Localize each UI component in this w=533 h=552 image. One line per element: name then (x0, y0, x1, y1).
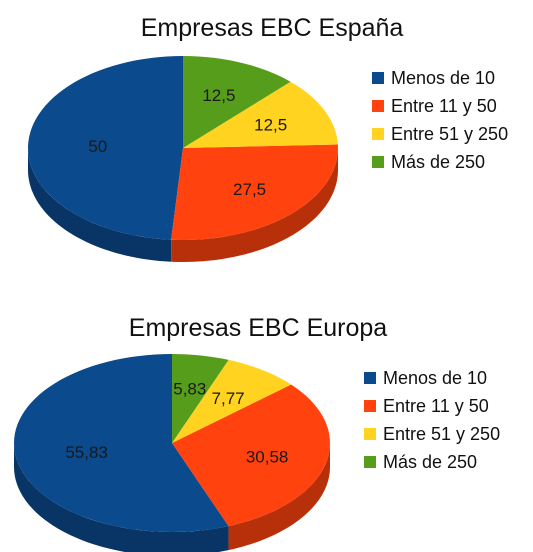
chart-title: Empresas EBC Europa (129, 314, 388, 342)
pie-side-entre-11-y-50 (171, 148, 338, 262)
pie-side-walls (28, 148, 338, 262)
data-label-mas-de-250: 12,5 (202, 86, 235, 105)
pie-slice-menos-de-10 (14, 354, 229, 532)
data-label-menos-de-10: 50 (88, 137, 107, 156)
legend-swatch-menos-de-10 (372, 72, 384, 84)
data-label-entre-51-y-250: 7,77 (212, 389, 245, 408)
pie-europa: 55,83 30,58 7,77 5,83 (14, 354, 330, 552)
chart-title: Empresas EBC España (141, 14, 404, 42)
data-label-entre-51-y-250: 12,5 (254, 116, 287, 135)
legend-label-menos-de-10: Menos de 10 (383, 368, 487, 388)
pie-side-menos-de-10 (28, 148, 172, 262)
pie-side-entre-11-y-50 (228, 443, 330, 551)
legend-espana: Menos de 10 Entre 11 y 50 Entre 51 y 250 Má… (372, 68, 508, 172)
pie-slice-mas-de-250 (172, 354, 229, 443)
pie-slice-entre-11-y-50 (172, 384, 330, 527)
legend-swatch-entre-51-y-250 (372, 128, 384, 140)
pie-side-menos-de-10 (14, 443, 229, 552)
pie-side-walls (14, 443, 330, 552)
legend-swatch-entre-51-y-250 (364, 428, 376, 440)
legend-europa: Menos de 10 Entre 11 y 50 Entre 51 y 250 Má… (364, 368, 500, 472)
legend-swatch-entre-11-y-50 (372, 100, 384, 112)
pie-slice-entre-51-y-250 (183, 81, 338, 148)
legend-label-entre-11-y-50: Entre 11 y 50 (391, 96, 497, 116)
data-label-entre-11-y-50: 30,58 (246, 447, 289, 466)
legend-swatch-entre-11-y-50 (364, 400, 376, 412)
legend-label-entre-51-y-250: Entre 51 y 250 (391, 124, 508, 144)
pie-chart-europa: Empresas EBC Europa 55,83 30,58 7,77 5,83 M… (14, 314, 500, 552)
data-label-entre-11-y-50: 27,5 (233, 180, 266, 199)
legend-swatch-mas-de-250 (372, 156, 384, 168)
data-label-menos-de-10: 55,83 (65, 443, 108, 462)
pie-slice-entre-51-y-250 (172, 359, 292, 443)
legend-label-entre-51-y-250: Entre 51 y 250 (383, 424, 500, 444)
legend-label-mas-de-250: Más de 250 (391, 152, 485, 172)
pie-slice-mas-de-250 (183, 56, 291, 148)
pie-espana: 50 27,5 12,5 12,5 (28, 56, 338, 262)
legend-label-entre-11-y-50: Entre 11 y 50 (383, 396, 489, 416)
legend-label-menos-de-10: Menos de 10 (391, 68, 495, 88)
pie-slice-menos-de-10 (28, 56, 184, 240)
pie-slice-entre-11-y-50 (171, 144, 338, 240)
pie-chart-espana: Empresas EBC España 50 27,5 12,5 12,5 Menos… (28, 14, 508, 262)
legend-swatch-menos-de-10 (364, 372, 376, 384)
legend-label-mas-de-250: Más de 250 (383, 452, 477, 472)
data-label-mas-de-250: 5,83 (173, 380, 206, 399)
legend-swatch-mas-de-250 (364, 456, 376, 468)
